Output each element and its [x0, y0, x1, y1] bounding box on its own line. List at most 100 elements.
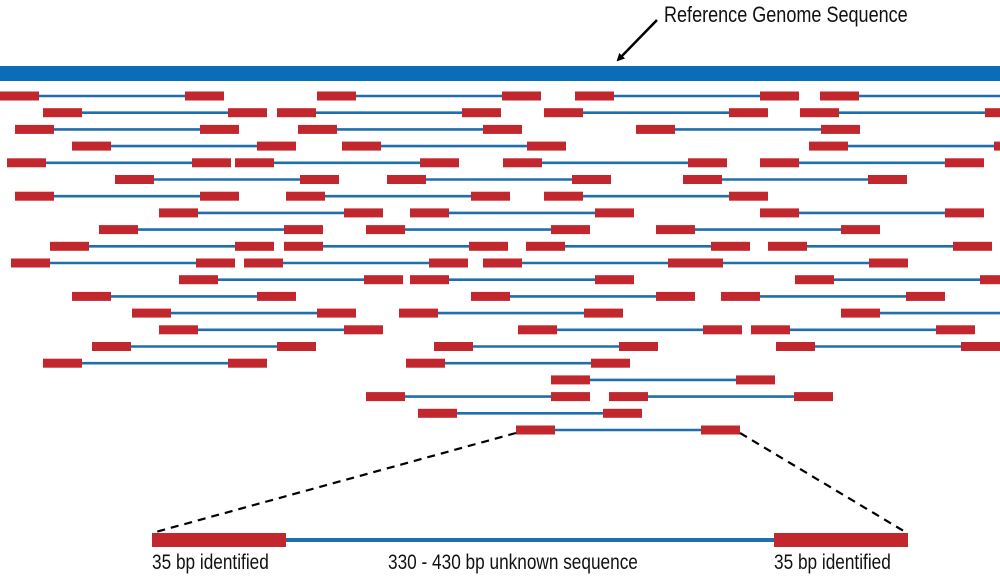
read-row — [159, 325, 975, 335]
read-end-left — [317, 91, 356, 101]
read-pair — [809, 141, 1000, 151]
read-pair — [277, 108, 501, 118]
read-pair — [92, 342, 316, 351]
read-end-left — [99, 225, 138, 235]
read-pair — [721, 291, 945, 301]
read-end-right — [429, 258, 468, 268]
read-row — [418, 408, 642, 418]
read-end-right — [502, 91, 541, 101]
read-end-right — [736, 375, 775, 385]
enlarged-read-end-left — [152, 533, 286, 547]
read-pair — [800, 108, 1000, 118]
read-end-right — [483, 124, 522, 134]
read-end-left — [366, 225, 405, 235]
read-end-right — [235, 241, 274, 251]
read-pair — [544, 191, 768, 201]
read-end-right — [317, 308, 356, 318]
reference-genome-bar — [0, 66, 1000, 81]
read-end-right — [794, 392, 833, 402]
read-end-right — [200, 124, 239, 134]
read-end-left — [760, 208, 799, 218]
read-end-right — [985, 108, 1000, 118]
read-pair — [132, 308, 356, 318]
read-pair — [820, 91, 1000, 101]
read-pair — [841, 308, 1000, 318]
read-end-right — [471, 191, 510, 201]
read-end-right — [584, 308, 623, 318]
read-end-right — [603, 408, 642, 418]
read-end-right — [703, 325, 742, 335]
read-end-right — [945, 208, 984, 218]
read-pair — [342, 141, 566, 151]
read-end-right — [551, 392, 590, 402]
read-end-right — [228, 358, 267, 368]
read-end-left — [15, 191, 54, 201]
read-end-left — [751, 325, 790, 335]
read-pair — [0, 91, 224, 101]
read-row — [132, 308, 1000, 318]
read-pair — [72, 291, 296, 301]
read-end-left — [284, 241, 323, 251]
read-pair — [636, 124, 860, 134]
read-end-left — [483, 258, 522, 268]
read-end-left — [410, 275, 449, 285]
read-end-left — [244, 258, 283, 268]
read-pair — [159, 208, 383, 218]
read-pair — [11, 258, 235, 268]
read-end-right — [729, 191, 768, 201]
read-pair — [795, 275, 1000, 285]
read-end-left — [11, 258, 50, 268]
read-pair — [366, 392, 590, 402]
read-end-right — [945, 158, 984, 168]
insert-label: 330 - 430 bp unknown sequence — [388, 551, 638, 574]
read-pair — [50, 241, 274, 251]
read-pair — [406, 358, 630, 368]
read-end-right — [619, 342, 658, 351]
read-end-right — [936, 325, 975, 335]
read-pair — [286, 191, 510, 201]
read-end-right — [841, 225, 880, 235]
read-end-left — [760, 158, 799, 168]
read-pair — [768, 241, 992, 251]
read-end-left — [159, 325, 198, 335]
right-end-label: 35 bp identified — [774, 551, 891, 574]
read-row — [0, 91, 1000, 101]
read-end-right — [420, 158, 459, 168]
read-end-left — [544, 108, 583, 118]
read-end-left — [471, 291, 510, 301]
read-end-right — [591, 358, 630, 368]
read-end-right — [729, 108, 768, 118]
read-end-left — [684, 258, 723, 268]
read-pair — [387, 175, 611, 184]
read-row — [115, 175, 907, 184]
read-end-left — [434, 342, 473, 351]
read-end-left — [286, 191, 325, 201]
read-row — [43, 358, 630, 368]
read-end-left — [656, 225, 695, 235]
read-end-right — [277, 342, 316, 351]
read-pair — [410, 275, 634, 285]
read-row — [43, 108, 1000, 118]
read-end-left — [159, 208, 198, 218]
read-row — [92, 342, 1000, 351]
read-pair — [235, 158, 459, 168]
read-pair — [284, 241, 508, 251]
read-pair — [410, 208, 634, 218]
read-end-left — [721, 291, 760, 301]
read-row — [11, 258, 908, 268]
read-end-left — [399, 308, 438, 318]
read-end-left — [776, 342, 815, 351]
read-row — [15, 191, 768, 201]
read-pair — [544, 108, 768, 118]
enlarged-read-end-right — [774, 533, 908, 547]
read-end-left — [43, 108, 82, 118]
read-pair — [483, 258, 707, 268]
read-pair — [399, 308, 623, 318]
read-end-left — [72, 291, 111, 301]
read-pair — [159, 325, 383, 335]
read-pair — [503, 158, 727, 168]
read-end-right — [196, 258, 235, 268]
read-row — [15, 124, 860, 134]
zoom-line-left — [151, 431, 517, 535]
read-end-right — [821, 124, 860, 134]
